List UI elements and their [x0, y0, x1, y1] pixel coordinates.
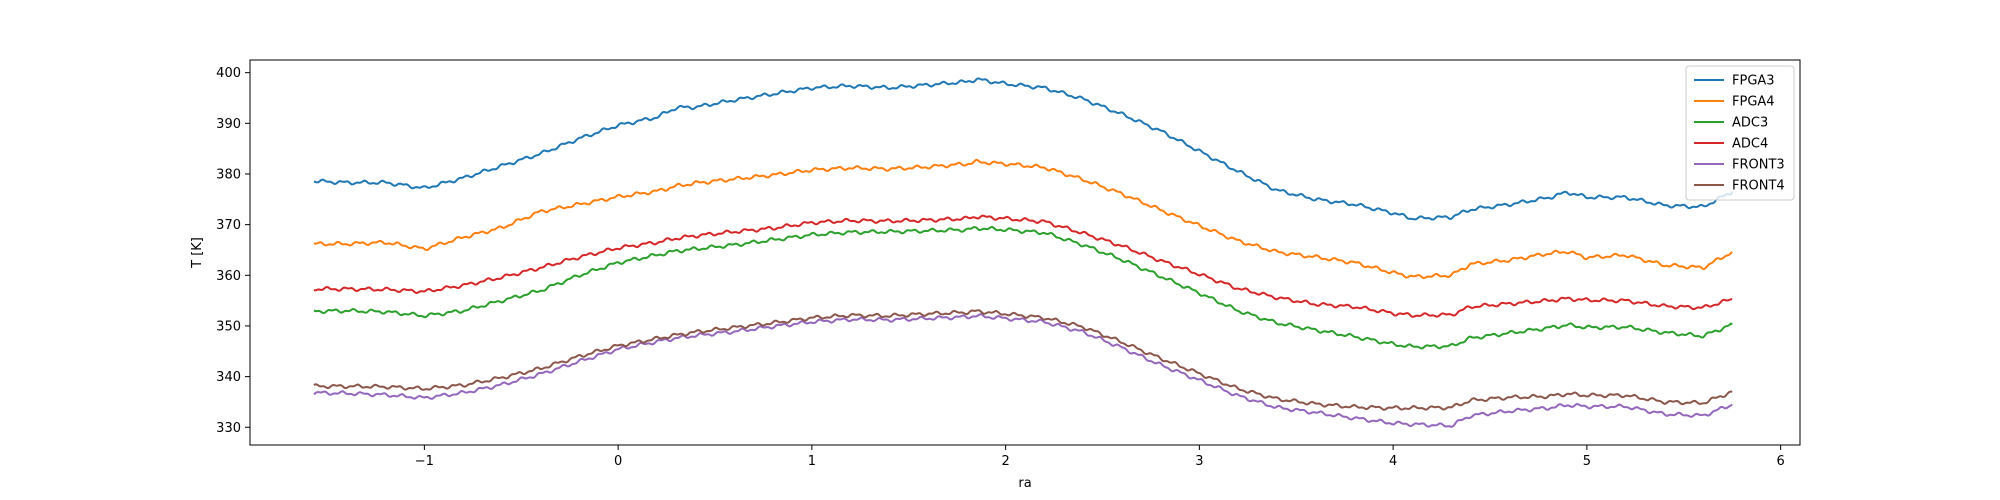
series-line-fpga3 — [313, 77, 1734, 221]
y-tick-label: 380 — [216, 167, 241, 182]
y-tick-label: 360 — [216, 269, 241, 284]
x-axis: −1 0 1 2 3 4 5 6 — [415, 445, 1785, 469]
legend-label: ADC4 — [1732, 137, 1768, 152]
y-tick-label: 370 — [216, 218, 241, 233]
x-tick-label: 4 — [1389, 454, 1397, 469]
x-axis-label: ra — [1018, 476, 1031, 491]
series-line-front4 — [313, 309, 1733, 411]
legend-label: FPGA4 — [1732, 95, 1775, 110]
y-tick-label: 400 — [216, 66, 241, 81]
y-axis: 330 340 350 360 370 380 390 400 — [216, 66, 250, 436]
legend-label: FRONT4 — [1732, 179, 1785, 194]
plot-area: −1 0 1 2 3 4 5 6 330 340 350 360 370 380 390 400 ra T … — [190, 59, 1801, 491]
legend-label: ADC3 — [1732, 116, 1768, 131]
series-line-front3 — [313, 313, 1733, 428]
x-tick-label: 0 — [614, 454, 622, 469]
y-tick-label: 330 — [216, 421, 241, 436]
x-tick-label: 6 — [1776, 454, 1784, 469]
y-tick-label: 390 — [216, 117, 241, 132]
plot-frame — [249, 59, 1801, 446]
legend-label: FRONT3 — [1732, 158, 1785, 173]
x-tick-label: 3 — [1195, 454, 1203, 469]
y-tick-label: 340 — [216, 370, 241, 385]
legend: FPGA3 FPGA4 ADC3 ADC4 FRONT3 FRONT4 — [1685, 65, 1795, 201]
x-tick-label: 5 — [1583, 454, 1591, 469]
series-layer — [313, 77, 1734, 428]
x-tick-label: −1 — [415, 454, 434, 469]
legend-box — [1685, 65, 1795, 201]
x-tick-label: 1 — [808, 454, 816, 469]
series-line-adc3 — [313, 226, 1733, 350]
series-line-fpga4 — [313, 158, 1733, 280]
x-tick-label: 2 — [1001, 454, 1009, 469]
y-axis-label: T [K] — [190, 237, 205, 269]
legend-label: FPGA3 — [1732, 74, 1775, 89]
y-tick-label: 350 — [216, 319, 241, 334]
series-line-adc4 — [313, 214, 1733, 318]
